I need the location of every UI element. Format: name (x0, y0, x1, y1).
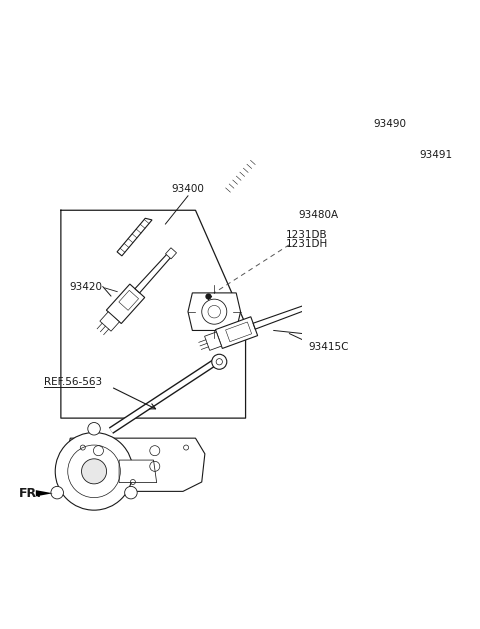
Circle shape (82, 459, 107, 484)
Circle shape (339, 230, 359, 250)
Text: 1231DH: 1231DH (286, 239, 328, 249)
Circle shape (316, 207, 382, 272)
Polygon shape (36, 490, 53, 496)
Polygon shape (100, 312, 120, 331)
Circle shape (55, 433, 133, 510)
Polygon shape (253, 306, 308, 329)
Text: 1231DB: 1231DB (286, 230, 328, 240)
Text: 93400: 93400 (171, 184, 204, 194)
Circle shape (88, 423, 100, 435)
Circle shape (51, 486, 63, 499)
Text: 93490: 93490 (373, 119, 406, 129)
Polygon shape (204, 332, 221, 350)
Polygon shape (433, 189, 446, 208)
Circle shape (212, 354, 227, 369)
Polygon shape (119, 460, 156, 482)
Text: 93415C: 93415C (308, 342, 348, 352)
Polygon shape (376, 175, 433, 223)
Polygon shape (382, 227, 398, 252)
Polygon shape (216, 317, 258, 348)
Text: FR.: FR. (19, 487, 42, 500)
Text: 93491: 93491 (420, 150, 453, 160)
Polygon shape (135, 253, 171, 293)
Circle shape (125, 486, 137, 499)
Polygon shape (188, 293, 240, 330)
Text: REF.56-563: REF.56-563 (44, 377, 102, 387)
Polygon shape (107, 284, 145, 323)
Text: 93480A: 93480A (298, 209, 338, 220)
Polygon shape (117, 218, 152, 256)
Polygon shape (67, 438, 205, 491)
Text: 93420: 93420 (70, 282, 103, 292)
Polygon shape (166, 248, 177, 259)
